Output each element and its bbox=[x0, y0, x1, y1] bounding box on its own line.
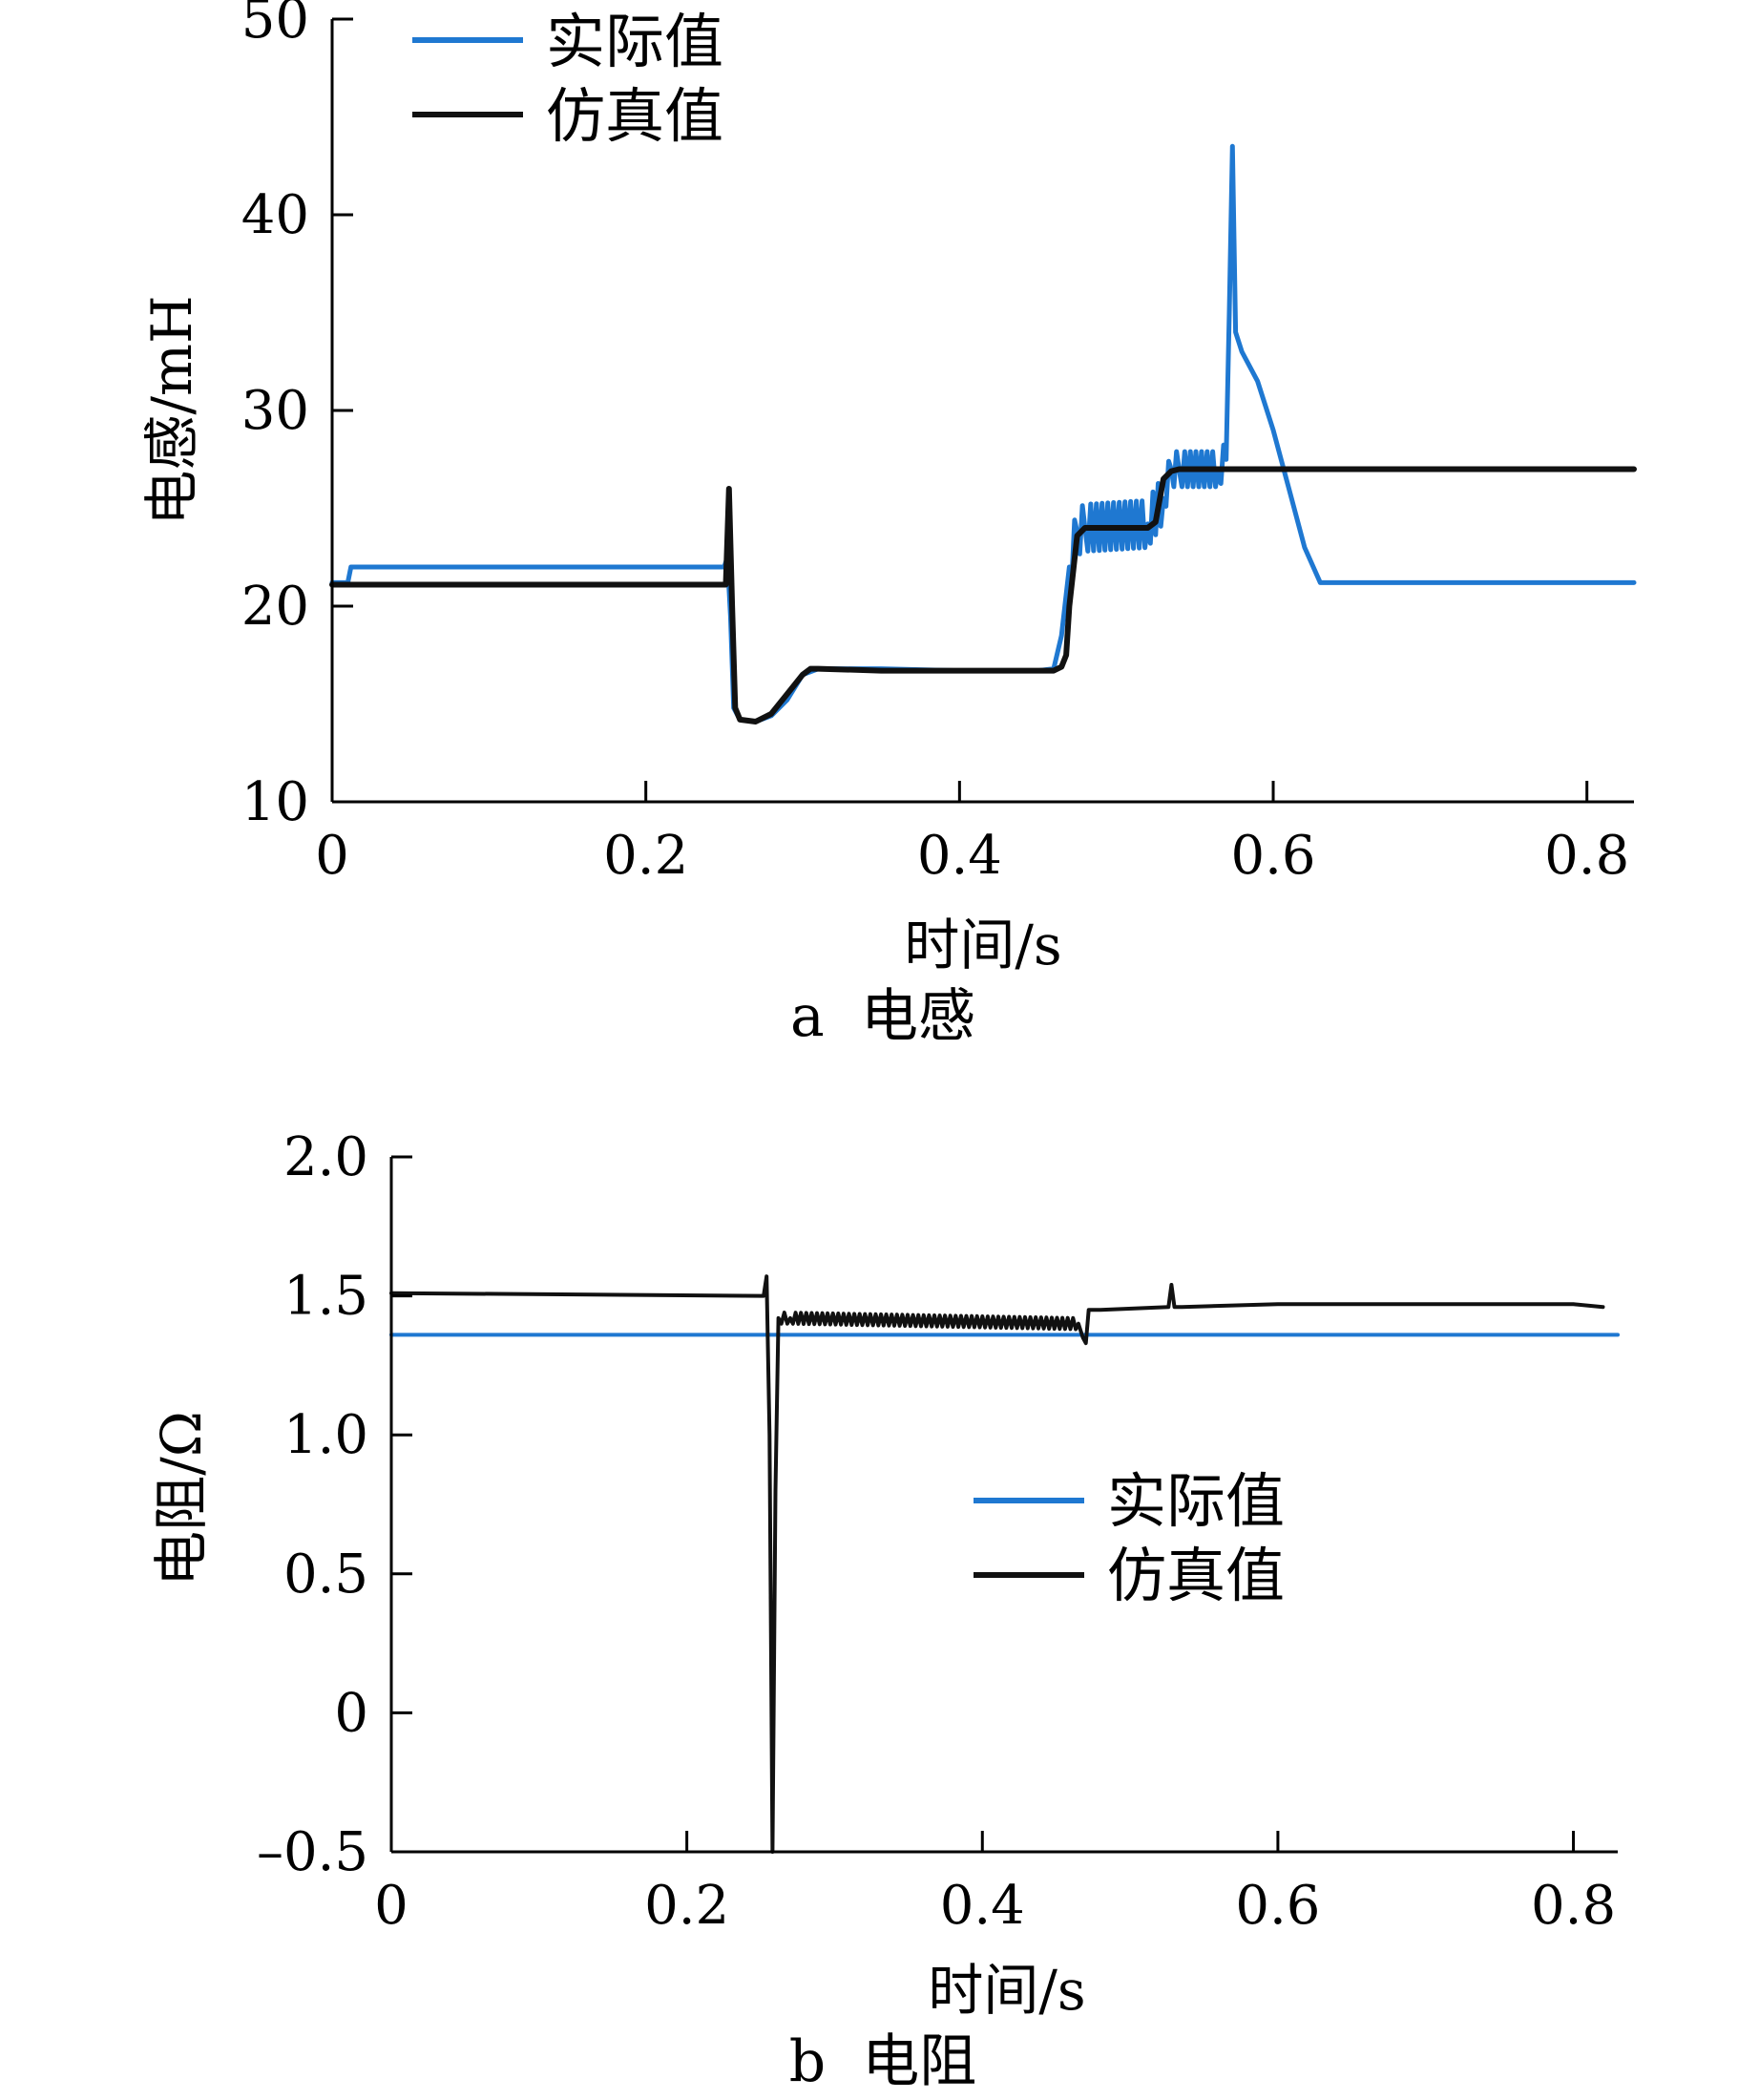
inductance-y-axis-label: 电感/mH bbox=[139, 295, 204, 525]
y-tick-label: 40 bbox=[241, 184, 309, 246]
series-line-actual bbox=[329, 143, 1637, 724]
inductance-y-ticks: 10 20 30 40 50 bbox=[241, 0, 353, 833]
y-tick-label: 1.5 bbox=[283, 1266, 368, 1328]
x-tick-label: 0.6 bbox=[1235, 1875, 1320, 1937]
y-tick-label: 1.0 bbox=[283, 1404, 368, 1466]
x-tick-label: 0.2 bbox=[603, 825, 688, 887]
x-tick-label: 0.8 bbox=[1544, 825, 1629, 887]
resistance-axes bbox=[389, 1157, 1618, 1854]
legend-label-actual: 实际值 bbox=[546, 7, 723, 76]
y-tick-label: 0 bbox=[334, 1682, 368, 1744]
resistance-legend: 实际值 仿真值 bbox=[974, 1466, 1285, 1610]
x-tick-label: 0.8 bbox=[1531, 1875, 1616, 1937]
legend-label-simulated: 仿真值 bbox=[1107, 1541, 1285, 1610]
inductance-series-group bbox=[329, 143, 1637, 724]
y-tick-label: 0.5 bbox=[283, 1544, 368, 1606]
inductance-x-ticks: 0 0.2 0.4 0.6 0.8 bbox=[315, 781, 1629, 887]
y-tick-label: 50 bbox=[241, 0, 309, 51]
inductance-axes bbox=[330, 19, 1634, 804]
y-tick-label: –0.5 bbox=[257, 1821, 368, 1883]
x-tick-label: 0.2 bbox=[644, 1875, 729, 1937]
legend-label-actual: 实际值 bbox=[1107, 1466, 1285, 1536]
x-tick-label: 0.4 bbox=[940, 1875, 1025, 1937]
resistance-y-axis-label: 电阻/Ω bbox=[149, 1411, 214, 1586]
series-line-simulated bbox=[329, 466, 1637, 724]
resistance-x-ticks: 0 0.2 0.4 0.6 0.8 bbox=[374, 1831, 1616, 1937]
y-tick-label: 2.0 bbox=[283, 1126, 368, 1188]
legend-label-simulated: 仿真值 bbox=[546, 81, 723, 151]
resistance-y-ticks: –0.5 0 0.5 1.0 1.5 2.0 bbox=[257, 1126, 412, 1883]
resistance-x-axis-label: 时间/s bbox=[928, 1958, 1085, 2023]
inductance-caption: a 电感 bbox=[790, 983, 975, 1050]
inductance-chart: 0 0.2 0.4 0.6 0.8 10 20 30 40 50 时间/s 电感/mH a 电感… bbox=[139, 0, 1637, 1050]
series-line-simulated bbox=[389, 1274, 1605, 1854]
y-tick-label: 30 bbox=[241, 380, 309, 442]
inductance-x-axis-label: 时间/s bbox=[904, 913, 1061, 977]
y-tick-label: 10 bbox=[241, 771, 309, 833]
x-tick-label: 0 bbox=[315, 825, 349, 887]
x-tick-label: 0 bbox=[374, 1875, 408, 1937]
resistance-chart: 0 0.2 0.4 0.6 0.8 –0.500.51.01.52.0 时间/s 电阻/… bbox=[149, 1126, 1620, 2095]
x-tick-label: 0.4 bbox=[917, 825, 1002, 887]
inductance-legend: 实际值 仿真值 bbox=[412, 7, 723, 151]
x-tick-label: 0.6 bbox=[1230, 825, 1315, 887]
resistance-series-group bbox=[389, 1274, 1620, 1854]
resistance-caption: b 电阻 bbox=[789, 2028, 977, 2095]
y-tick-label: 20 bbox=[241, 576, 309, 638]
